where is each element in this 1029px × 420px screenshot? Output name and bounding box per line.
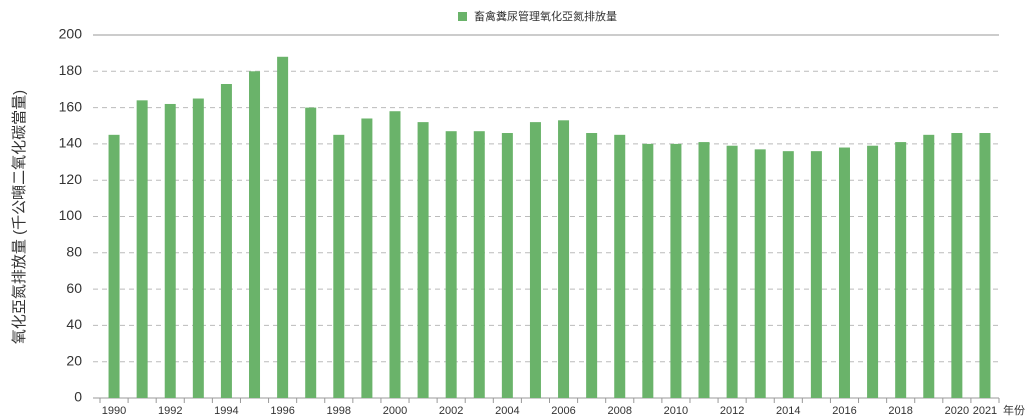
legend-swatch	[458, 12, 467, 21]
bar	[810, 151, 822, 398]
bar	[249, 71, 261, 399]
x-tick-label: 2006	[551, 405, 575, 417]
bar	[305, 107, 317, 398]
bar	[838, 147, 850, 398]
bar	[164, 103, 176, 398]
bar	[867, 145, 879, 398]
y-tick-label: 160	[59, 98, 83, 114]
x-tick-label: 1992	[158, 405, 182, 417]
bar	[136, 100, 148, 398]
x-tick-label: 2016	[832, 405, 856, 417]
bar	[445, 131, 457, 398]
bar	[951, 133, 963, 398]
bar	[586, 133, 598, 398]
x-tick-label: 2004	[495, 405, 519, 417]
x-tick-label: 2008	[607, 405, 631, 417]
x-tick-label: 2002	[439, 405, 463, 417]
bar	[698, 142, 710, 398]
x-tick-label: 2000	[383, 405, 407, 417]
x-tick-label: 2020	[945, 405, 969, 417]
y-tick-label: 140	[59, 135, 83, 151]
bar	[473, 131, 485, 398]
bar	[220, 84, 232, 398]
x-tick-label: 2018	[888, 405, 912, 417]
bar	[361, 118, 373, 399]
bar	[979, 133, 991, 398]
bar	[614, 134, 626, 398]
y-tick-label: 80	[66, 244, 82, 260]
y-axis-label: 氧化亞氮排放量 (千公噸二氧化碳當量)	[11, 90, 28, 344]
bar	[782, 151, 794, 398]
bar	[192, 98, 204, 399]
bar	[501, 133, 513, 398]
x-tick-label: 1990	[102, 405, 126, 417]
x-tick-label: 2010	[664, 405, 688, 417]
y-tick-label: 40	[66, 316, 82, 332]
x-tick-label: 1996	[270, 405, 294, 417]
bar	[417, 122, 429, 399]
x-tick-label: 2021	[973, 405, 997, 417]
x-tick-label: 1994	[214, 405, 238, 417]
bar	[529, 122, 541, 399]
x-axis-label: 年份	[1003, 403, 1025, 417]
bar	[333, 134, 345, 398]
bar	[389, 111, 401, 398]
y-tick-label: 0	[74, 389, 82, 405]
bar	[558, 120, 570, 399]
bar	[670, 143, 682, 398]
x-tick-label: 2014	[776, 405, 800, 417]
bar	[923, 134, 935, 398]
bar	[895, 142, 907, 398]
y-tick-label: 200	[59, 26, 83, 42]
bar	[726, 145, 738, 398]
y-tick-label: 100	[59, 207, 83, 223]
bar	[277, 56, 289, 398]
x-tick-label: 2012	[720, 405, 744, 417]
y-tick-label: 120	[59, 171, 83, 187]
legend-label: 畜禽糞尿管理氧化亞氮排放量	[474, 9, 617, 23]
bar	[754, 149, 766, 398]
bar	[108, 134, 120, 398]
y-tick-label: 60	[66, 280, 82, 296]
bar	[642, 143, 654, 398]
y-tick-label: 180	[59, 62, 83, 78]
x-tick-label: 1998	[327, 405, 351, 417]
y-tick-label: 20	[66, 352, 82, 368]
